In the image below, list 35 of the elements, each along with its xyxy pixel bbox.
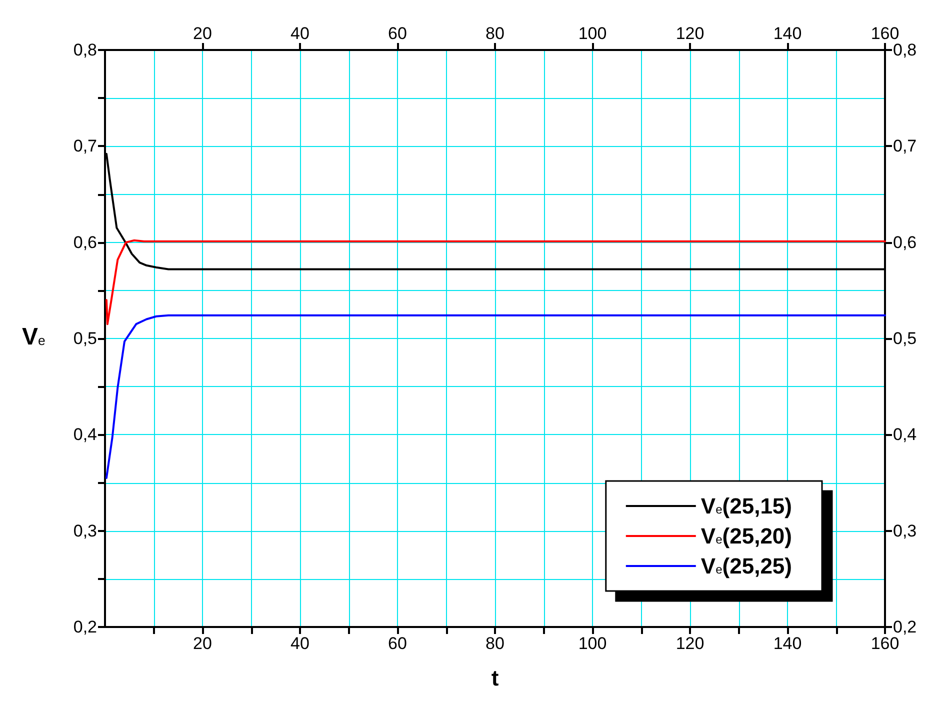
y2-tick-label: 0,5: [893, 329, 917, 348]
x-tick-label: 80: [486, 634, 504, 653]
x2-tick-label: 100: [578, 24, 607, 43]
x2-tick-label: 40: [290, 24, 310, 43]
x-tick-label: 120: [676, 634, 704, 653]
x2-tick-label: 20: [193, 24, 212, 43]
x2-tick-label: 60: [388, 24, 407, 43]
y2-tick-label: 0,2: [893, 618, 917, 636]
x2-tick-label: 160: [870, 24, 900, 43]
y2-tick-label: 0,8: [893, 40, 917, 60]
x-tick-label: 100: [578, 634, 607, 653]
y-tick-label: 0,6: [73, 232, 97, 252]
x-tick-label: 160: [870, 634, 900, 653]
x-tick-label: 60: [388, 634, 407, 653]
x-tick-label: 140: [773, 634, 802, 653]
x-tick-label: 20: [193, 634, 212, 653]
y-tick-label: 0,8: [73, 40, 97, 60]
y-tick-label: 0,3: [73, 521, 97, 540]
x2-tick-label: 80: [486, 24, 504, 43]
legend-label: Ve(25,20): [700, 524, 792, 548]
legend-label: Ve(25,25): [700, 554, 792, 578]
y-axis-title: Ve: [22, 324, 46, 350]
y-tick-label: 0,5: [73, 329, 97, 348]
y2-tick-label: 0,7: [893, 136, 917, 156]
y-tick-label: 0,4: [73, 425, 97, 444]
x2-tick-label: 120: [676, 24, 704, 43]
x-tick-label: 40: [290, 634, 310, 653]
y-tick-label: 0,7: [73, 136, 97, 156]
y2-tick-label: 0,4: [893, 425, 917, 444]
legend-label: Ve(25,15): [700, 494, 792, 518]
y-tick-label: 0,2: [73, 618, 97, 636]
x2-tick-label: 140: [773, 24, 802, 43]
y2-tick-label: 0,6: [893, 232, 917, 252]
x-axis-title: t: [491, 666, 500, 690]
y2-tick-label: 0,3: [893, 521, 917, 540]
